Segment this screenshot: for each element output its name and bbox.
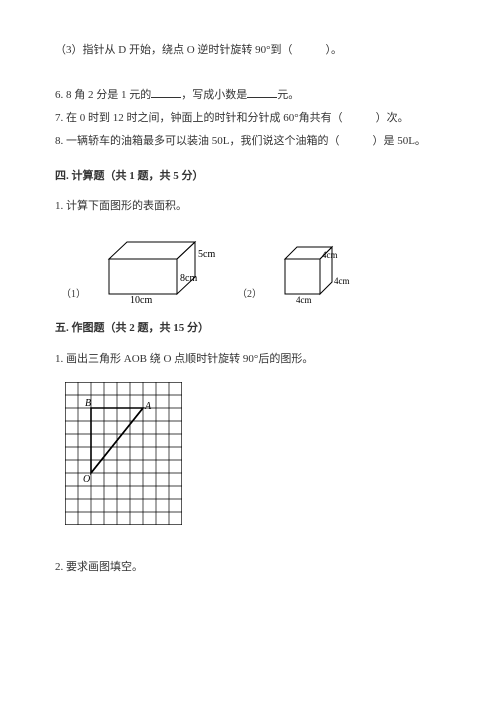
cuboid-figure: 5cm 8cm 10cm — [104, 229, 219, 304]
svg-text:4cm: 4cm — [296, 295, 312, 304]
question-6: 6. 8 角 2 分是 1 元的 ，写成小数是 元。 — [55, 85, 445, 106]
svg-text:O: O — [83, 474, 90, 485]
svg-text:8cm: 8cm — [180, 273, 197, 284]
figure-2-label: （2） — [237, 285, 262, 304]
question-3: （3）指针从 D 开始，绕点 O 逆时针旋转 90°到（ ）。 — [55, 40, 445, 61]
grid-figure: B A O — [65, 382, 182, 525]
grid-figure-container: B A O — [65, 382, 445, 533]
svg-text:10cm: 10cm — [130, 295, 152, 304]
q6-text-b: ，写成小数是 — [181, 89, 247, 101]
section-5-title: 五. 作图题（共 2 题，共 15 分） — [55, 318, 445, 339]
q6-text-c: 元。 — [277, 89, 299, 101]
figures-row: （1） 5cm 8cm 10cm （2） 4cm 4cm 4cm — [61, 229, 445, 304]
question-8: 8. 一辆轿车的油箱最多可以装油 50L，我们说这个油箱的（ ）是 50L。 — [55, 131, 445, 152]
q6-text-a: 6. 8 角 2 分是 1 元的 — [55, 89, 151, 101]
q6-blank-1[interactable] — [151, 85, 181, 98]
section-5-q1: 1. 画出三角形 AOB 绕 O 点顺时针旋转 90°后的图形。 — [55, 349, 445, 370]
section-4-title: 四. 计算题（共 1 题，共 5 分） — [55, 166, 445, 187]
svg-text:4cm: 4cm — [322, 250, 338, 260]
section-4-q1: 1. 计算下面图形的表面积。 — [55, 196, 445, 217]
cube-figure: 4cm 4cm 4cm — [280, 239, 355, 304]
q6-blank-2[interactable] — [247, 85, 277, 98]
svg-text:B: B — [85, 398, 91, 409]
svg-text:A: A — [144, 401, 152, 412]
section-5-q2: 2. 要求画图填空。 — [55, 557, 445, 578]
svg-text:5cm: 5cm — [198, 249, 215, 260]
question-7: 7. 在 0 时到 12 时之间，钟面上的时针和分针成 60°角共有（ ）次。 — [55, 108, 445, 129]
figure-1-label: （1） — [61, 285, 86, 304]
svg-text:4cm: 4cm — [334, 276, 350, 286]
